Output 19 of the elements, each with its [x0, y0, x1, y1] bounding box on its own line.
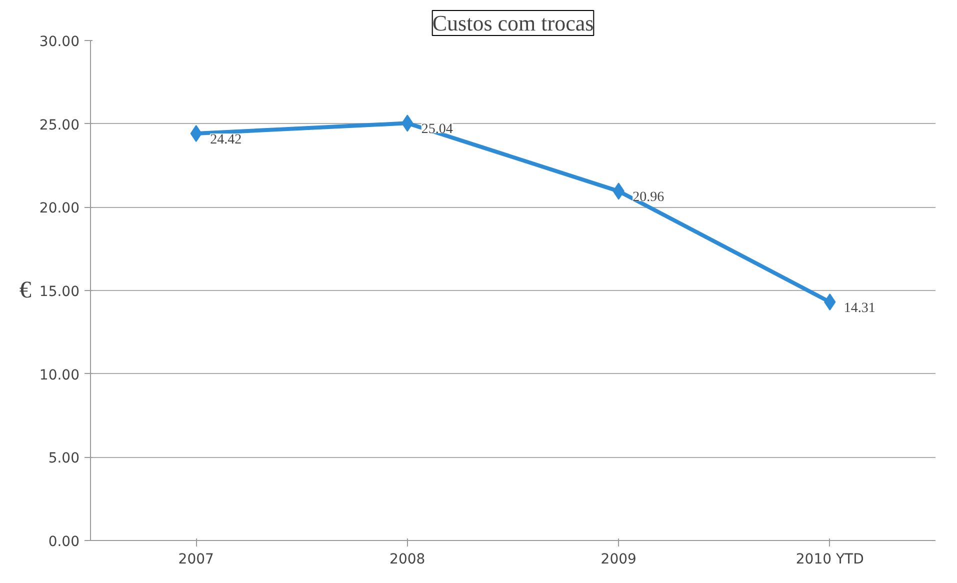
point [824, 294, 836, 310]
data-label: 14.31 [844, 301, 876, 316]
chart-title: Custos com trocas [432, 10, 594, 36]
y-tick-label: 15.00 [39, 284, 80, 300]
x-tick-label: 2007 [178, 552, 214, 568]
y-tick-label: 5.00 [48, 450, 80, 467]
y-tick-label: 30.00 [39, 34, 80, 50]
data-label: 25.04 [421, 122, 453, 138]
y-tick-label: 25.00 [39, 117, 80, 134]
data-label: 24.42 [210, 132, 242, 148]
x-tick-label: 2009 [600, 552, 636, 568]
y-tick-label: 20.00 [39, 200, 80, 217]
x-tick-label: 2010 YTD [796, 552, 864, 568]
y-axis-title: € [19, 278, 32, 304]
x-tick-label: 2008 [390, 552, 426, 568]
point [190, 125, 202, 142]
y-tick-label: 10.00 [39, 367, 80, 384]
y-tick-label: 0.00 [48, 534, 80, 550]
data-label: 20.96 [632, 190, 664, 206]
